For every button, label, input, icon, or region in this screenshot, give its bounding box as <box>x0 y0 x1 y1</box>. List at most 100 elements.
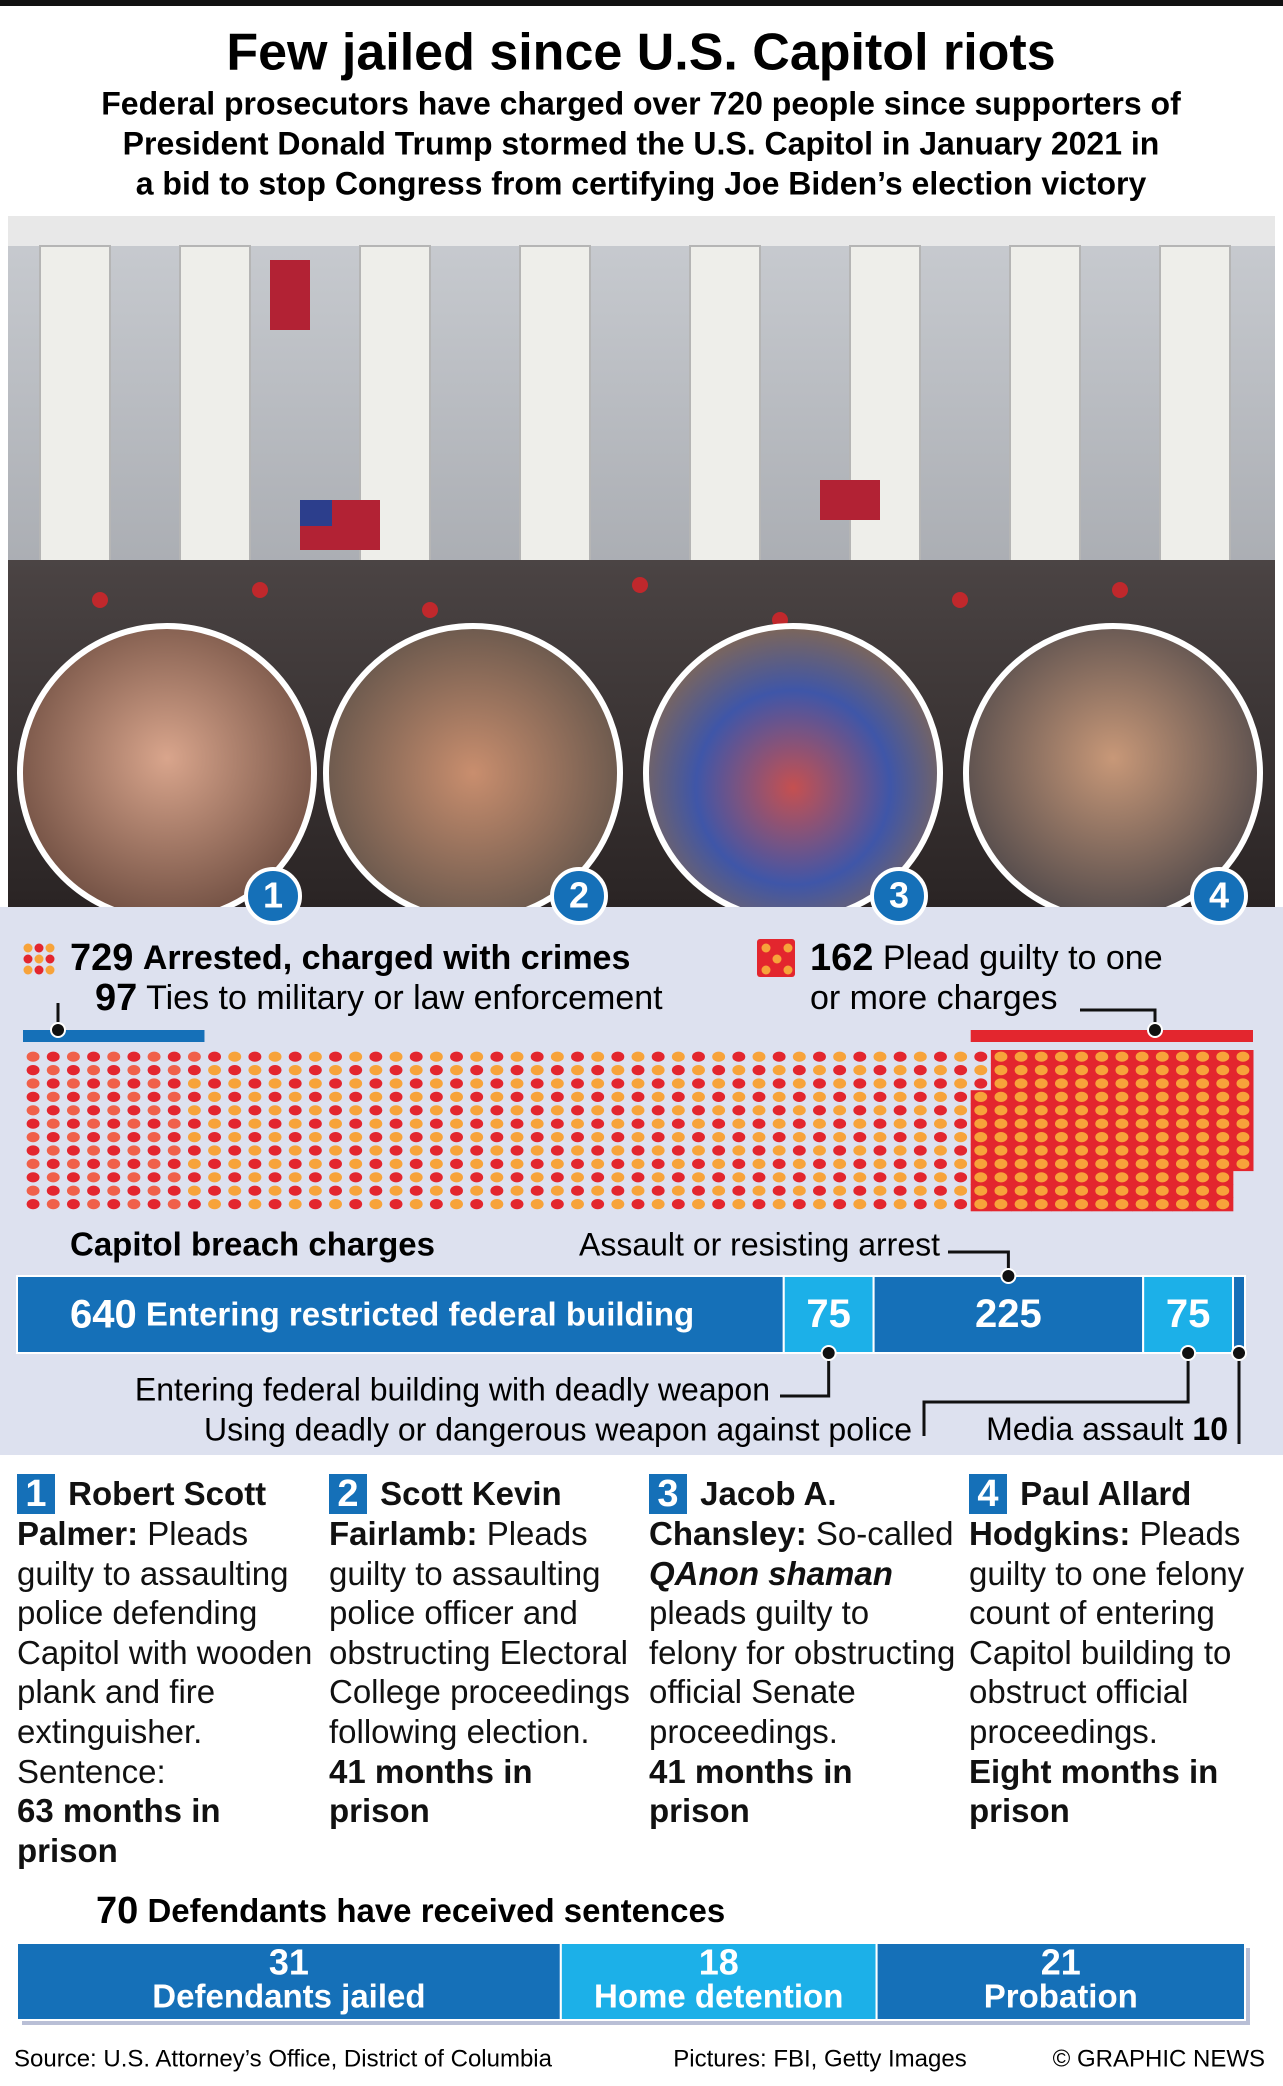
dot <box>994 1105 1008 1116</box>
dot <box>712 1145 726 1156</box>
dot <box>550 1065 564 1076</box>
dot <box>651 1065 665 1076</box>
breach-callout: Assault or resisting arrest <box>579 1226 940 1262</box>
dot <box>1135 1158 1149 1169</box>
dot <box>1155 1078 1169 1089</box>
dot <box>1236 1145 1250 1156</box>
dot <box>873 1185 887 1196</box>
dot <box>571 1185 584 1196</box>
card-number: 3 <box>649 1474 687 1514</box>
dot <box>954 1199 968 1210</box>
dot <box>752 1199 766 1210</box>
dot <box>974 1145 988 1156</box>
dot <box>591 1091 605 1102</box>
dot <box>631 1132 645 1143</box>
card-sentence: 41 months in prison <box>329 1752 533 1830</box>
dot <box>934 1172 947 1183</box>
dot <box>208 1132 222 1143</box>
dot <box>107 1145 121 1156</box>
dot <box>954 1091 968 1102</box>
badge-number: 3 <box>889 875 909 916</box>
sentences-label: Defendants have received sentences <box>147 1892 725 1929</box>
dot <box>268 1118 282 1129</box>
dot <box>87 1105 101 1116</box>
dot <box>530 1105 544 1116</box>
sentence-label: Probation <box>984 1978 1138 2015</box>
dot <box>308 1199 322 1210</box>
card-sentence: 41 months in prison <box>649 1752 853 1830</box>
dot <box>530 1078 544 1089</box>
breach-callout: Entering federal building with deadly we… <box>135 1371 770 1407</box>
dot <box>913 1199 927 1210</box>
dot <box>1095 1118 1109 1129</box>
dot <box>571 1145 584 1156</box>
dot <box>913 1078 927 1089</box>
dot <box>66 1145 80 1156</box>
dot <box>228 1172 242 1183</box>
dot <box>631 1145 645 1156</box>
dot <box>692 1132 705 1143</box>
dot <box>308 1078 322 1089</box>
dot <box>228 1199 242 1210</box>
dot <box>611 1158 625 1169</box>
legend-dot <box>783 943 793 953</box>
dot <box>107 1065 121 1076</box>
badge <box>244 867 302 925</box>
dot <box>248 1091 262 1102</box>
dot <box>954 1132 968 1143</box>
dot <box>429 1078 443 1089</box>
dot <box>450 1051 463 1062</box>
dot <box>1115 1105 1129 1116</box>
dot <box>752 1118 766 1129</box>
dot <box>329 1118 342 1129</box>
dot <box>329 1185 342 1196</box>
arrested-dots <box>26 1050 1254 1212</box>
dot <box>873 1065 887 1076</box>
dot <box>369 1172 383 1183</box>
dot <box>1216 1145 1230 1156</box>
dot <box>550 1091 564 1102</box>
dot <box>974 1091 988 1102</box>
breach-value: 75 <box>806 1292 851 1336</box>
dot <box>1175 1158 1189 1169</box>
dot <box>208 1158 222 1169</box>
dot <box>611 1091 625 1102</box>
dot <box>893 1185 907 1196</box>
dot <box>671 1078 685 1089</box>
dot <box>1196 1051 1210 1062</box>
dot <box>329 1078 342 1089</box>
dot <box>1054 1145 1068 1156</box>
dot <box>974 1132 988 1143</box>
dot <box>1135 1145 1149 1156</box>
dot <box>1075 1091 1089 1102</box>
dot <box>147 1172 161 1183</box>
dot <box>127 1158 141 1169</box>
legend-icon <box>757 939 795 977</box>
dot <box>1095 1199 1109 1210</box>
legend-dot <box>34 943 44 953</box>
dot <box>26 1132 40 1143</box>
dot <box>46 1078 60 1089</box>
dot <box>26 1158 40 1169</box>
dot <box>369 1185 383 1196</box>
dot <box>147 1065 161 1076</box>
dot <box>1034 1158 1048 1169</box>
callout-line <box>922 1353 1190 1436</box>
dot <box>1054 1105 1068 1116</box>
dot <box>26 1051 40 1062</box>
dot <box>228 1051 242 1062</box>
dot <box>813 1078 826 1089</box>
dot <box>288 1145 302 1156</box>
badge-number: 4 <box>1209 875 1229 916</box>
dot <box>409 1051 423 1062</box>
card-sentence-label: Sentence: <box>17 1752 166 1790</box>
title: Few jailed since U.S. Capitol riots <box>226 24 1055 82</box>
dot <box>732 1078 746 1089</box>
dot <box>550 1078 564 1089</box>
dot <box>550 1145 564 1156</box>
dot <box>147 1105 161 1116</box>
dot <box>147 1078 161 1089</box>
dot <box>712 1172 726 1183</box>
dot <box>1115 1199 1129 1210</box>
